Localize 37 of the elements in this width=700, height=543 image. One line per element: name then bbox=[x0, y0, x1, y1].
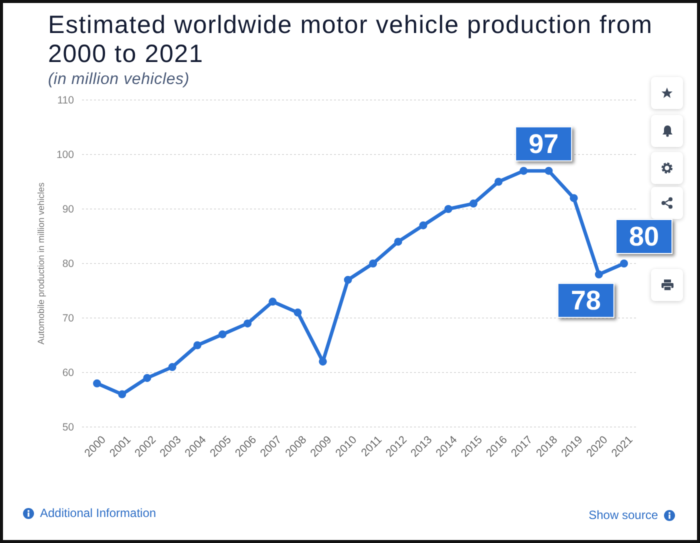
point bbox=[394, 238, 402, 246]
y-tick-label: 100 bbox=[56, 149, 74, 162]
y-axis-title: Automobile production in million vehicles bbox=[36, 182, 46, 345]
data-label: 97 bbox=[528, 128, 559, 159]
point bbox=[419, 221, 428, 230]
text: Additional Information bbox=[40, 506, 156, 520]
y-tick-label: 110 bbox=[57, 94, 74, 107]
point bbox=[93, 379, 101, 388]
point bbox=[444, 205, 452, 213]
point bbox=[118, 390, 126, 398]
y-tick-label: 50 bbox=[62, 422, 74, 434]
point bbox=[544, 166, 553, 175]
point bbox=[318, 358, 327, 366]
point bbox=[594, 270, 603, 278]
point bbox=[620, 260, 628, 268]
y-tick-label: 80 bbox=[62, 258, 74, 270]
point bbox=[268, 298, 277, 306]
point bbox=[570, 194, 578, 202]
chart-subtitle: (in million vehicles) bbox=[48, 70, 190, 90]
point bbox=[244, 319, 252, 328]
data-label: 78 bbox=[570, 285, 601, 316]
point bbox=[469, 200, 478, 208]
y-tick-label: 60 bbox=[62, 367, 74, 380]
point bbox=[344, 276, 352, 284]
point bbox=[494, 178, 503, 186]
point bbox=[168, 363, 176, 372]
point bbox=[294, 308, 302, 317]
text: Show source bbox=[588, 508, 658, 522]
point bbox=[218, 330, 226, 338]
y-tick-label: 90 bbox=[62, 204, 74, 216]
chart-title: Estimated worldwide motor vehicle production from 2000 to 2021 bbox=[48, 11, 654, 69]
data-label: 80 bbox=[628, 222, 660, 252]
point bbox=[369, 260, 378, 268]
point bbox=[520, 166, 528, 175]
y-tick-label: 70 bbox=[62, 312, 74, 325]
point bbox=[193, 341, 202, 350]
point bbox=[143, 374, 152, 382]
